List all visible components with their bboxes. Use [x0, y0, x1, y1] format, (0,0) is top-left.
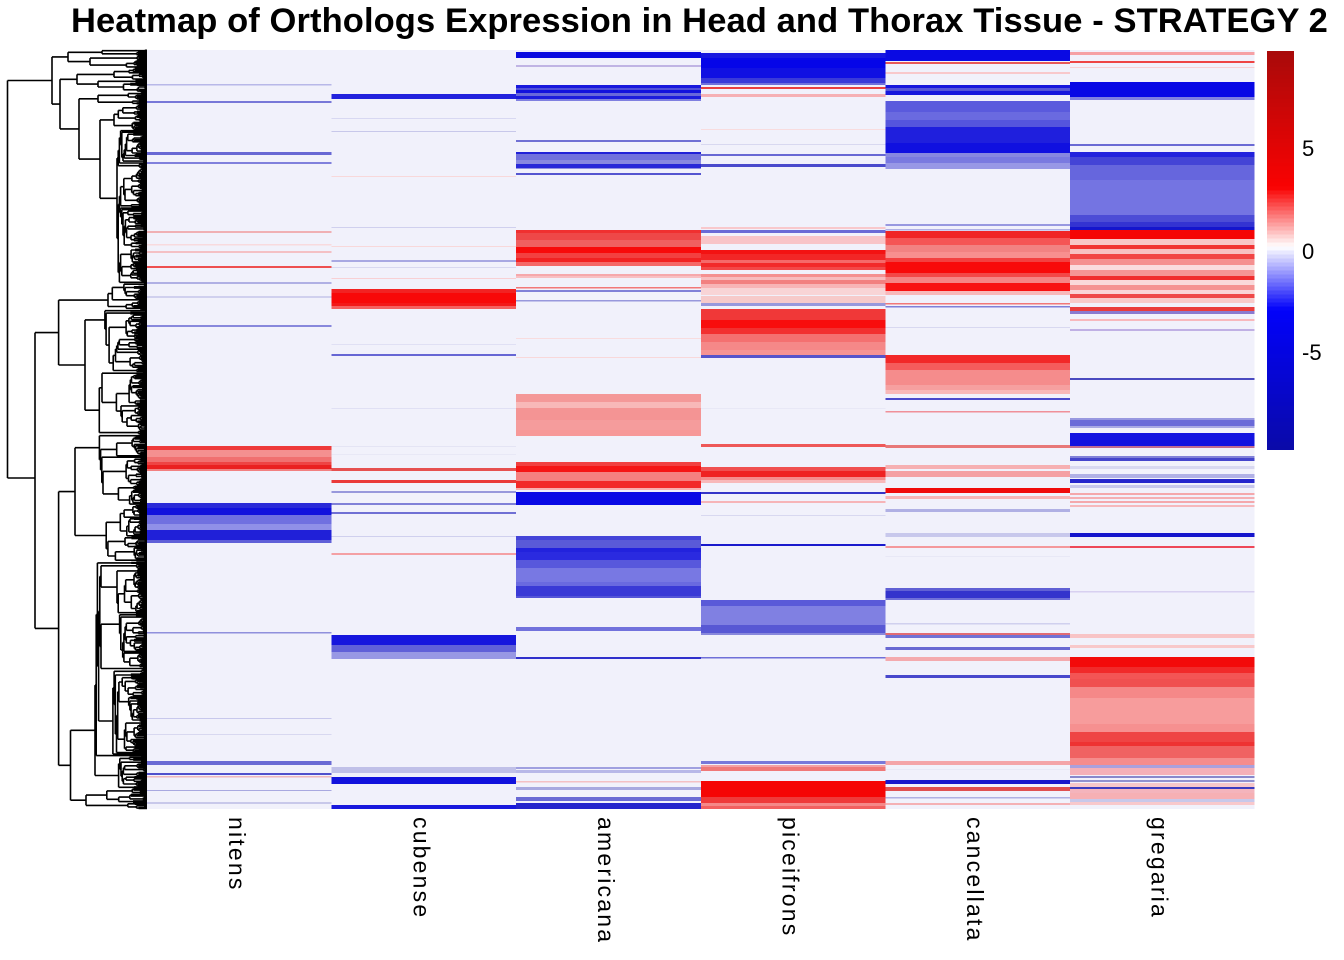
svg-text:gregaria: gregaria	[1147, 817, 1173, 919]
svg-text:-5: -5	[1302, 340, 1322, 365]
svg-text:cubense: cubense	[408, 817, 434, 919]
svg-text:piceifrons: piceifrons	[778, 817, 804, 937]
svg-text:americana: americana	[593, 817, 619, 944]
svg-text:0: 0	[1302, 239, 1314, 264]
svg-text:5: 5	[1302, 136, 1314, 161]
svg-text:nitens: nitens	[224, 817, 250, 892]
svg-text:cancellata: cancellata	[962, 817, 988, 943]
